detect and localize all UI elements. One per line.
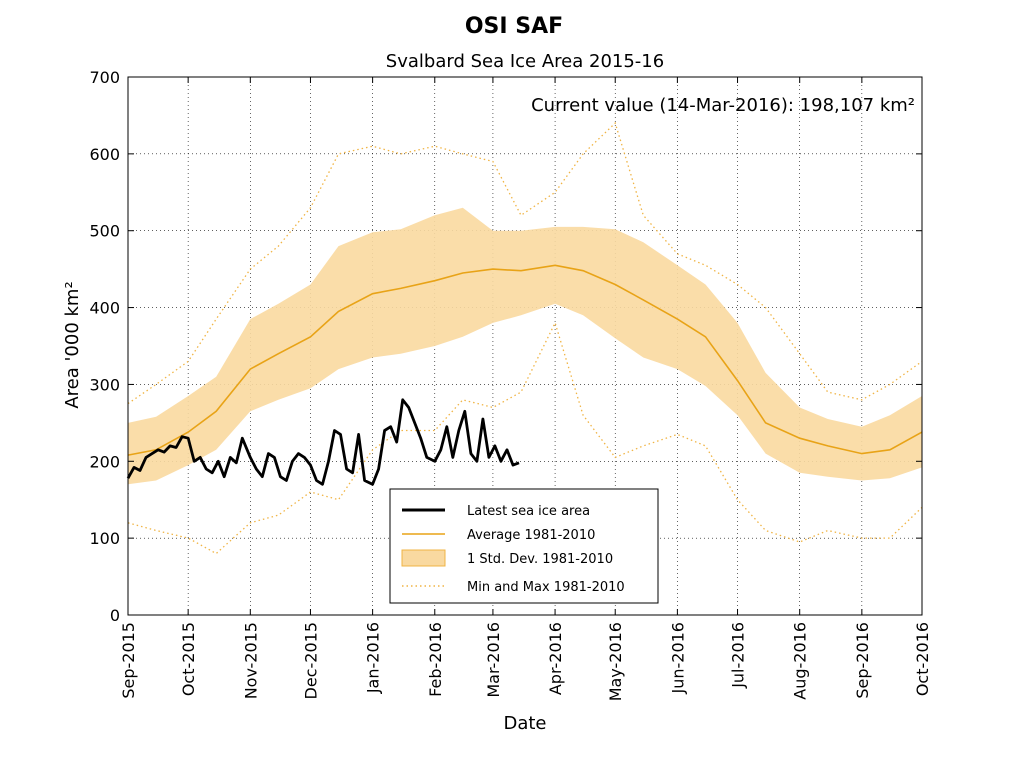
- x-tick-label: Sep-2016: [853, 622, 872, 699]
- chart-subtitle: Svalbard Sea Ice Area 2015-16: [386, 51, 664, 72]
- legend-swatch-band: [401, 549, 446, 567]
- legend-label-minmax: Min and Max 1981-2010: [467, 580, 625, 595]
- y-tick-label: 400: [89, 299, 120, 318]
- std-dev-band: [128, 207, 922, 485]
- current-value-annotation: Current value (14-Mar-2016): 198,107 km²: [531, 95, 915, 116]
- min-line: [127, 321, 923, 555]
- legend: Latest sea ice area Average 1981-2010 1 …: [389, 488, 659, 604]
- y-axis-label: Area '000 km²: [62, 281, 83, 408]
- x-tick-label: Jul-2016: [729, 622, 748, 689]
- x-tick-label: Oct-2015: [179, 622, 198, 696]
- chart-title: OSI SAF: [465, 14, 563, 39]
- x-tick-label: Jun-2016: [668, 622, 687, 695]
- axes-frame: [127, 76, 923, 616]
- x-tick-label: Feb-2016: [426, 622, 445, 697]
- x-tick-label: Dec-2015: [301, 622, 320, 699]
- average-line: [127, 264, 923, 456]
- y-tick-label: 100: [89, 529, 120, 548]
- y-tick-label: 500: [89, 222, 120, 241]
- plot-area: 0 100 200 300 400 500 600 700 Sep-2015 Oct-2015 No…: [89, 68, 932, 701]
- x-tick-label: Apr-2016: [546, 622, 565, 695]
- x-tick-label: Nov-2015: [241, 622, 260, 699]
- x-axis-label: Date: [503, 713, 546, 734]
- x-tick-label: May-2016: [606, 622, 625, 701]
- y-tick-label: 200: [89, 452, 120, 471]
- x-tick-label: Mar-2016: [484, 622, 503, 698]
- legend-box: [389, 488, 659, 604]
- x-tick-label: Jan-2016: [364, 622, 383, 694]
- y-tick-label: 700: [89, 68, 120, 87]
- y-tick-label: 600: [89, 145, 120, 164]
- legend-label-band: 1 Std. Dev. 1981-2010: [467, 552, 613, 567]
- y-tick-label: 0: [110, 606, 120, 625]
- x-tick-label: Sep-2015: [119, 622, 138, 699]
- x-tick-label: Aug-2016: [791, 622, 810, 700]
- y-tick-label: 300: [89, 375, 120, 394]
- legend-label-average: Average 1981-2010: [467, 528, 595, 543]
- x-tick-label: Oct-2016: [913, 622, 932, 696]
- legend-label-latest: Latest sea ice area: [467, 504, 590, 519]
- latest-sea-ice-line: [126, 398, 520, 486]
